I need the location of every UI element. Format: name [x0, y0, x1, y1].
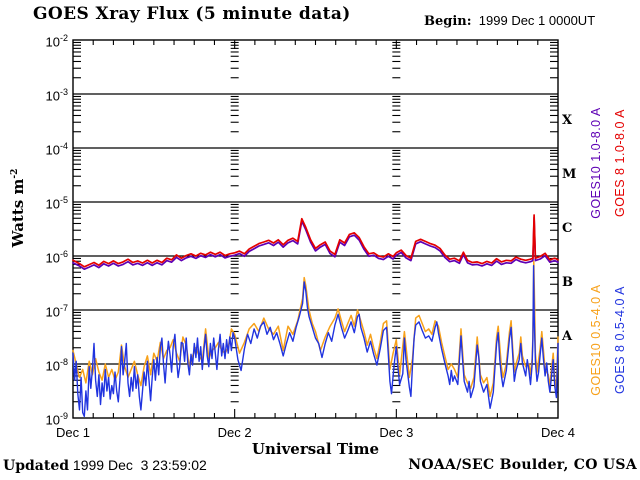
legend-label: GOES 8 0.5-4.0 A: [613, 285, 627, 395]
series-goes8_long: [72, 214, 559, 268]
flux-class-letter: X: [562, 113, 573, 128]
y-tick-label: 10-3: [45, 87, 68, 104]
flux-class-letter: C: [562, 221, 573, 236]
updated-row: Updated 1999 Dec 3 23:59:02: [3, 457, 207, 474]
updated-label: Updated: [3, 458, 70, 474]
legend-label: GOES10 1.0-8.0 A: [589, 107, 603, 219]
flux-class-letter: A: [562, 329, 573, 344]
legend-label: GOES 8 1.0-8.0 A: [613, 108, 627, 218]
x-tick-label: Dec 3: [379, 425, 414, 440]
updated-value: 1999 Dec 3 23:59:02: [72, 457, 207, 473]
credit-text: NOAA/SEC Boulder, CO USA: [408, 457, 637, 473]
x-tick-label: Dec 2: [217, 425, 252, 440]
begin-value: 1999 Dec 1 0000UT: [478, 13, 596, 28]
page-title: GOES Xray Flux (5 minute data): [33, 4, 351, 24]
x-tick-label: Dec 4: [541, 425, 575, 440]
y-tick-label: 10-5: [45, 195, 68, 212]
legend-label: GOES10 0.5-4.0 A: [589, 284, 603, 396]
y-tick-label: 10-6: [45, 249, 68, 266]
y-tick-label: 10-9: [45, 411, 68, 428]
begin-row: Begin: 1999 Dec 1 0000UT: [424, 13, 595, 29]
series-goes8_short: [72, 265, 559, 418]
x-tick-label: Dec 1: [56, 425, 90, 440]
y-tick-label: 10-8: [45, 357, 68, 374]
y-tick-label: 10-2: [45, 33, 68, 50]
y-tick-label: 10-4: [45, 141, 68, 158]
series-goes10_long: [72, 216, 559, 271]
begin-label: Begin:: [424, 14, 472, 29]
flux-class-letter: B: [562, 275, 573, 290]
flux-class-letter: M: [562, 167, 577, 182]
x-axis-title: Universal Time: [251, 440, 380, 458]
y-tick-label: 10-7: [45, 303, 68, 320]
series-goes10_short: [72, 260, 559, 398]
